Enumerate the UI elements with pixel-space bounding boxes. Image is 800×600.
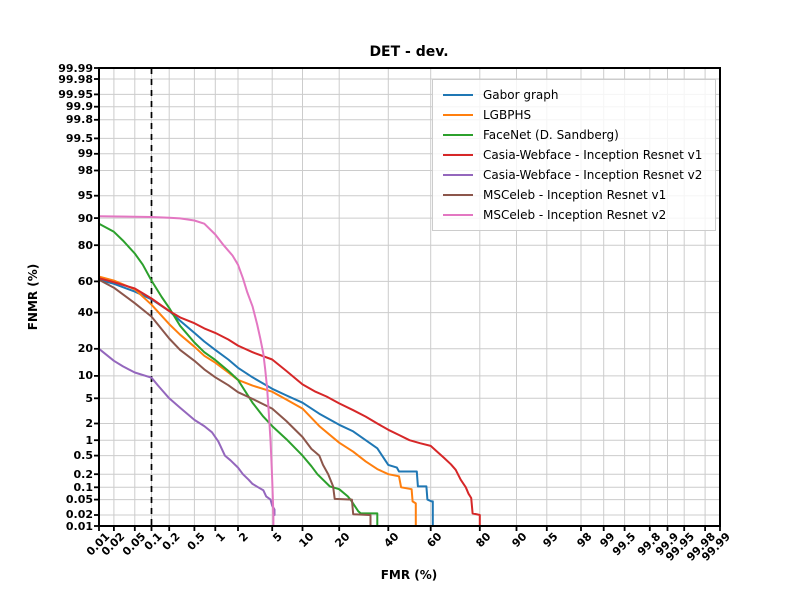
y-axis-label: FNMR (%)	[26, 263, 40, 331]
y-tick-label: 10	[77, 369, 93, 382]
curve-lgbphs	[98, 275, 417, 527]
legend-label: Casia-Webface - Inception Resnet v2	[483, 168, 703, 182]
legend-label: MSCeleb - Inception Resnet v2	[483, 208, 667, 222]
legend-line-swatch	[443, 214, 473, 216]
y-tick-label: 0.2	[73, 468, 94, 481]
legend-label: MSCeleb - Inception Resnet v1	[483, 188, 667, 202]
y-tick-label: 1	[85, 434, 93, 447]
legend-label: Gabor graph	[483, 88, 559, 102]
curve-casia-webface-inception-resnet-v2	[98, 347, 276, 516]
y-tick-label: 99	[77, 147, 93, 160]
curve-msceleb-inception-resnet-v1	[98, 278, 372, 527]
y-tick-label: 99.99	[58, 62, 93, 75]
legend: Gabor graph LGBPHS FaceNet (D. Sandberg) Ca…	[432, 79, 716, 231]
y-tick-label: 60	[77, 275, 93, 288]
y-tick-label: 98	[77, 164, 93, 177]
y-tick-label: 99.8	[65, 113, 93, 126]
y-tick-label: 40	[77, 306, 93, 319]
y-tick-label: 90	[77, 212, 93, 225]
legend-label: FaceNet (D. Sandberg)	[483, 128, 619, 142]
legend-item: Casia-Webface - Inception Resnet v1	[433, 145, 715, 165]
curve-facenet-d-sandberg	[98, 222, 379, 527]
legend-item: FaceNet (D. Sandberg)	[433, 125, 715, 145]
curve-gabor-graph	[98, 278, 434, 527]
legend-line-swatch	[443, 114, 473, 116]
legend-line-swatch	[443, 154, 473, 156]
legend-item: MSCeleb - Inception Resnet v1	[433, 185, 715, 205]
y-tick-label: 99.5	[65, 132, 93, 145]
legend-item: Casia-Webface - Inception Resnet v2	[433, 165, 715, 185]
legend-item: Gabor graph	[433, 85, 715, 105]
legend-label: Casia-Webface - Inception Resnet v1	[483, 148, 703, 162]
y-tick-label: 5	[85, 392, 93, 405]
legend-line-swatch	[443, 194, 473, 196]
y-tick-label: 99.98	[58, 73, 93, 86]
legend-item: MSCeleb - Inception Resnet v2	[433, 205, 715, 225]
y-tick-label: 0.5	[73, 449, 94, 462]
legend-line-swatch	[443, 134, 473, 136]
y-tick-label: 0.01	[65, 520, 93, 533]
y-tick-label: 99.9	[65, 100, 93, 113]
curve-casia-webface-inception-resnet-v1	[98, 277, 481, 527]
y-tick-label: 0.1	[73, 481, 94, 494]
plot-title: DET - dev.	[369, 44, 449, 60]
y-tick-label: 99.95	[58, 88, 93, 101]
y-tick-label: 80	[77, 239, 93, 252]
legend-label: LGBPHS	[483, 108, 532, 122]
y-tick-label: 20	[77, 342, 93, 355]
legend-item: LGBPHS	[433, 105, 715, 125]
y-tick-label: 95	[77, 189, 93, 202]
y-tick-label: 0.05	[65, 493, 93, 506]
x-axis-label: FMR (%)	[380, 568, 438, 582]
curve-msceleb-inception-resnet-v2	[98, 215, 275, 527]
legend-line-swatch	[443, 174, 473, 176]
plot-border	[98, 67, 721, 527]
y-tick-label: 0.02	[65, 508, 93, 521]
legend-line-swatch	[443, 94, 473, 96]
y-tick-label: 2	[85, 417, 93, 430]
